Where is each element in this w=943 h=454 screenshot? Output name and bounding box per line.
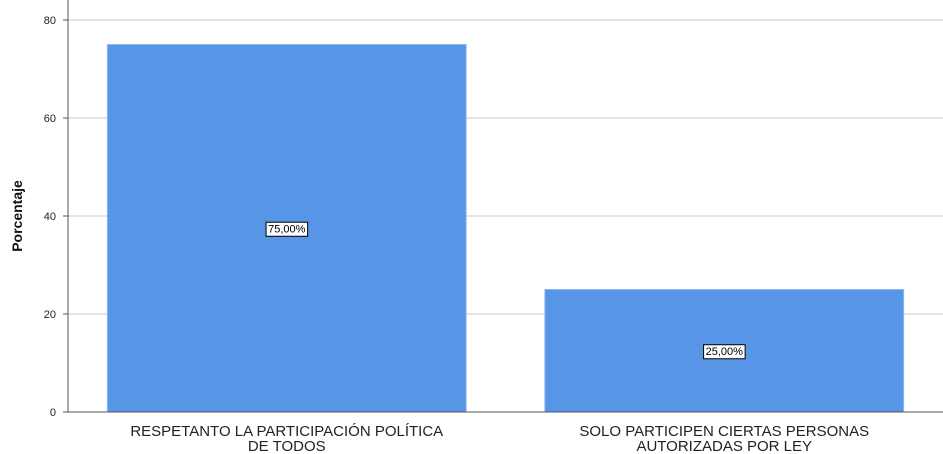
y-axis-ticks: 0 20 40 60 80 [44, 15, 68, 419]
y-tick-label: 20 [44, 309, 56, 321]
data-label-text: 75,00% [268, 223, 306, 235]
data-label-box [703, 344, 746, 360]
data-label: 25,00% [703, 344, 746, 360]
axes [67, 0, 943, 413]
y-tick-label: 0 [50, 407, 56, 419]
data-label-text: 25,00% [706, 346, 744, 358]
y-tick-label: 60 [44, 113, 56, 125]
data-label: 75,00% [265, 221, 309, 237]
x-category-label: SOLO PARTICIPEN CIERTAS PERSONAS AUTORIZA… [579, 423, 869, 454]
y-axis-label: Porcentaje [9, 180, 25, 252]
x-category-label: RESPETANTO LA PARTICIPACIÓN POLÍTICA DE T… [130, 423, 443, 454]
y-tick-label: 40 [44, 211, 56, 223]
bars [106, 44, 905, 413]
data-label-box [265, 221, 309, 237]
data-labels: 75,00% 25,00% [265, 221, 746, 360]
x-axis-labels: RESPETANTO LA PARTICIPACIÓN POLÍTICA DE T… [130, 423, 869, 454]
y-tick-label: 80 [44, 15, 56, 27]
